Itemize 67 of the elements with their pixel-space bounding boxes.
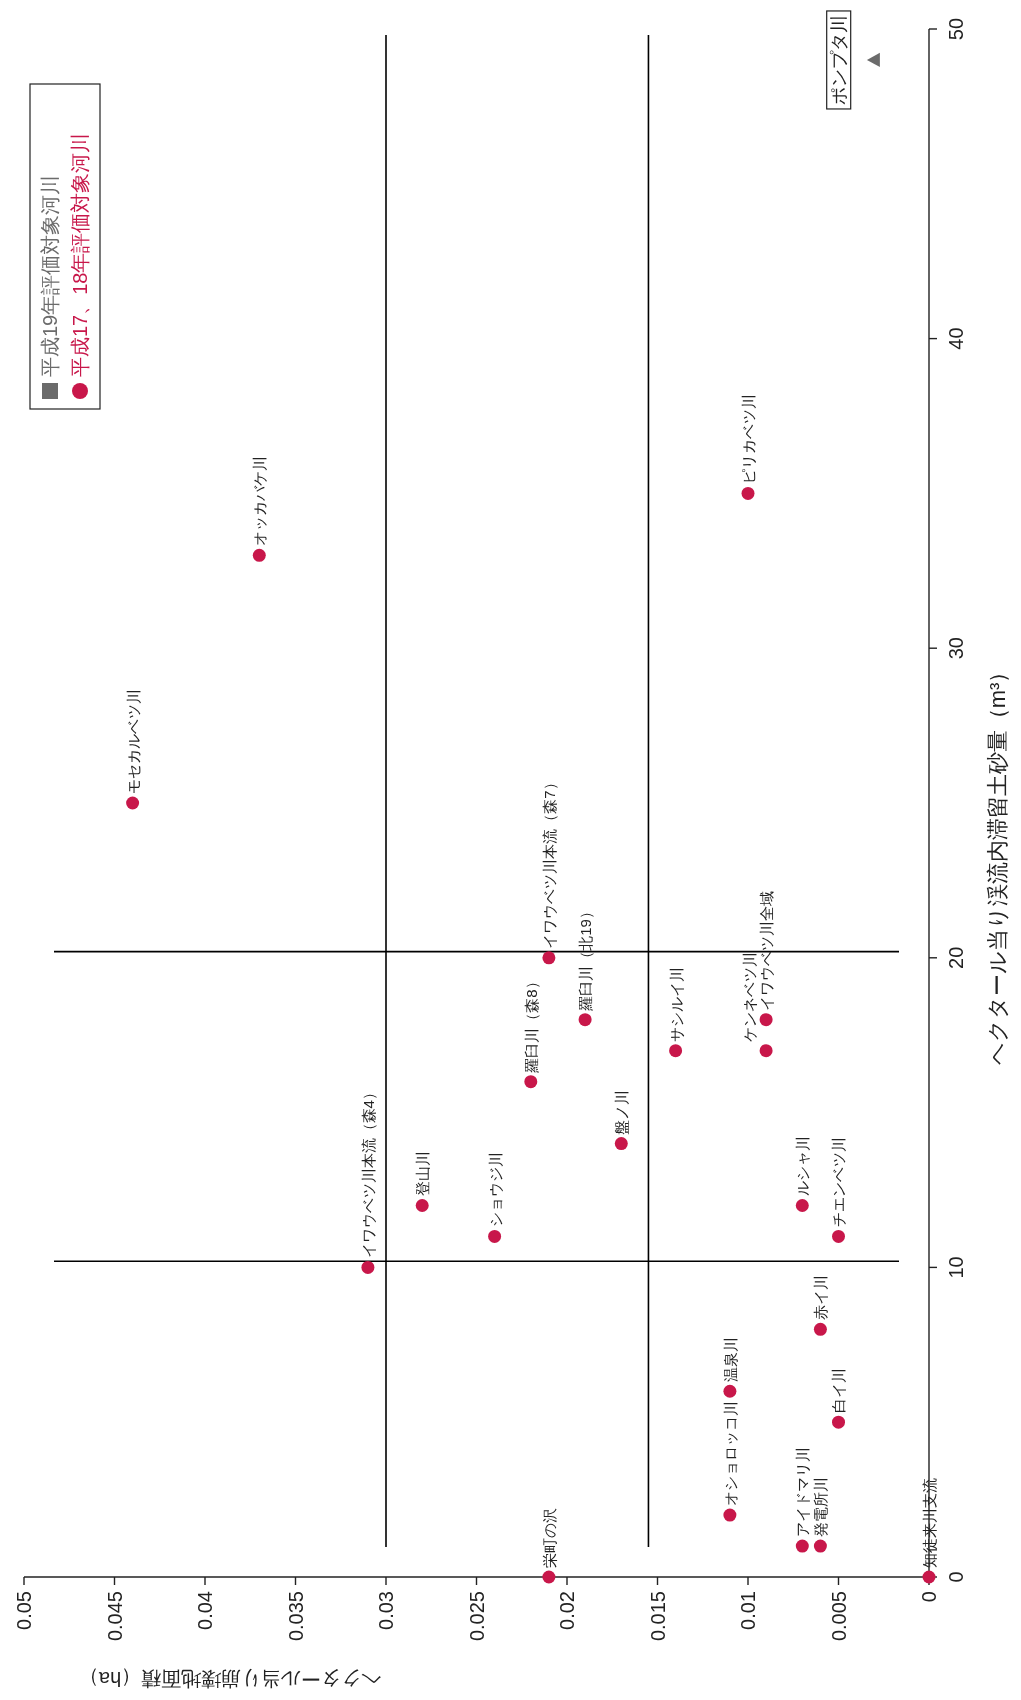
point — [542, 1570, 556, 1584]
annotation: ケンネベツ川 — [741, 951, 759, 1042]
y-tick-label: 40 — [945, 327, 967, 350]
y-tick-label: 30 — [945, 637, 967, 660]
annotation: 知徒来川支流 — [921, 1478, 938, 1568]
annotation: ショウジ川 — [486, 1152, 504, 1228]
annotation: アイドマリ川 — [794, 1447, 812, 1538]
y-tick-label: 20 — [945, 946, 967, 969]
x-tick-label: 0.015 — [646, 1591, 669, 1642]
point — [578, 1013, 592, 1027]
x-axis-title: ヘクタール当り崩壊地面積（ha） — [78, 1668, 382, 1690]
point — [126, 796, 140, 810]
point — [415, 1198, 429, 1212]
annotation: チエンベツ川 — [830, 1137, 848, 1228]
annotation: 発電所川 — [812, 1477, 830, 1538]
annotation: 登山川 — [414, 1151, 432, 1197]
annotation: 白イ川 — [830, 1368, 848, 1414]
point — [614, 1137, 628, 1151]
annotation: ポンプタ川 — [828, 14, 849, 105]
annotation: サシルイ川 — [667, 966, 685, 1042]
annotation: ピリカベツ川 — [740, 394, 757, 485]
x-tick-label: 0.01 — [737, 1591, 759, 1630]
annotation: オショロッコ川 — [721, 1401, 739, 1507]
annotation: 羅臼川（北19） — [577, 904, 595, 1011]
x-tick-label: 0.04 — [194, 1591, 216, 1630]
x-tick-label: 0.005 — [827, 1591, 850, 1642]
x-tick-label: 0.05 — [13, 1591, 35, 1630]
point — [361, 1260, 375, 1274]
y-axis-title: ヘクタール当り渓流内滞留土砂量（m³） — [985, 660, 1010, 1066]
point — [723, 1384, 737, 1398]
annotation: 赤イ川 — [812, 1275, 830, 1321]
point — [542, 951, 556, 965]
point — [795, 1198, 809, 1212]
annotation: モセカルベツ川 — [124, 689, 142, 794]
annotation: 盤ノ川 — [613, 1089, 631, 1135]
point — [866, 52, 880, 68]
annotation: イワウベツ川全域 — [758, 890, 776, 1011]
x-tick-label: 0.03 — [375, 1591, 397, 1630]
annotation: イワウベツ川本流（森4） — [359, 1085, 377, 1259]
legend: 平成19年評価対象河川 平成17、18年評価対象河川 — [29, 83, 101, 410]
x-tick-label: 0.035 — [284, 1591, 307, 1642]
point — [488, 1229, 502, 1243]
x-tick-label: 0.025 — [465, 1591, 488, 1642]
annotation: ルシャ川 — [794, 1136, 812, 1197]
point — [252, 548, 266, 562]
point — [723, 1508, 737, 1522]
point — [832, 1415, 845, 1429]
point — [759, 1044, 773, 1058]
point — [832, 1229, 845, 1243]
point — [795, 1539, 809, 1553]
point — [759, 1013, 773, 1027]
y-tick-label: 50 — [945, 17, 967, 41]
y-tick-label: 0 — [945, 1571, 967, 1583]
point — [741, 486, 755, 500]
annotation: 温泉川 — [721, 1337, 739, 1383]
annotation: 栄町の沢 — [540, 1508, 558, 1568]
x-tick-label: 0.02 — [556, 1591, 578, 1630]
y-tick-label: 10 — [945, 1256, 967, 1279]
point — [524, 1075, 538, 1089]
point — [813, 1322, 827, 1336]
annotation: オッカバケ川 — [251, 456, 269, 547]
annotation: イワウベツ川本流（森7） — [540, 775, 558, 949]
point — [813, 1539, 827, 1553]
x-tick-label: 0.045 — [103, 1591, 126, 1642]
point — [669, 1044, 683, 1058]
annotation: 羅臼川（森8） — [522, 974, 540, 1073]
x-tick-label: 0 — [918, 1591, 940, 1603]
